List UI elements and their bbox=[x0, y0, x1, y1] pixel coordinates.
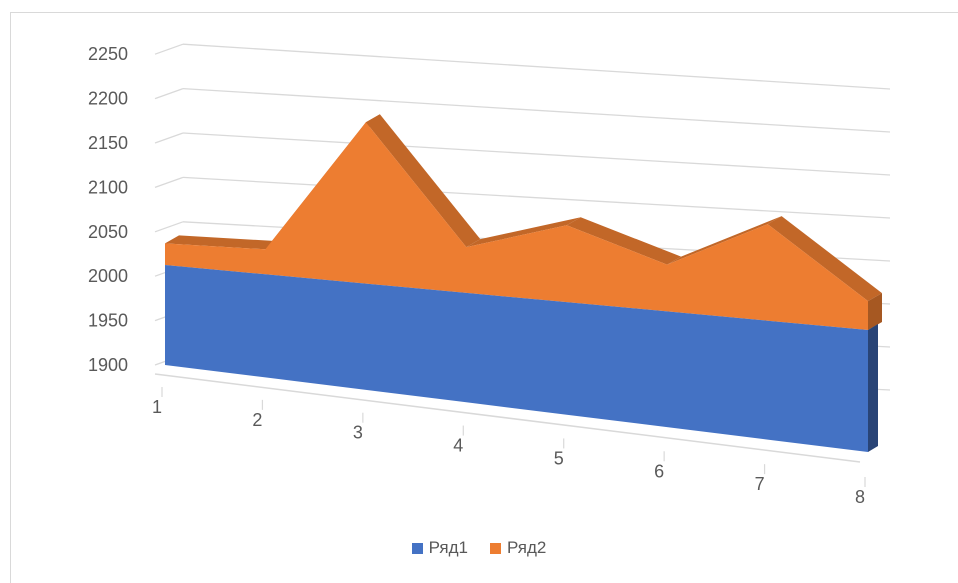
y-tick-label: 1950 bbox=[88, 311, 128, 331]
y-tick-label: 2150 bbox=[88, 133, 128, 153]
legend-item-series1[interactable]: Ряд1 bbox=[411, 538, 468, 558]
series2-area bbox=[165, 122, 868, 330]
x-axis-line bbox=[154, 373, 861, 463]
gridline-side bbox=[154, 176, 184, 189]
legend-swatch-series2 bbox=[490, 542, 501, 554]
gridline-side bbox=[154, 43, 184, 55]
series1-area bbox=[165, 265, 868, 452]
axes bbox=[154, 373, 866, 487]
series-layer bbox=[165, 114, 882, 452]
x-tick-label: 7 bbox=[755, 474, 765, 494]
gridline bbox=[182, 87, 891, 133]
y-tick-label: 2200 bbox=[88, 89, 128, 109]
x-tick-label: 3 bbox=[353, 423, 363, 443]
legend: Ряд1 Ряд2 bbox=[0, 538, 958, 558]
y-tick-label: 2050 bbox=[88, 222, 128, 242]
y-tick-label: 1900 bbox=[88, 355, 128, 375]
gridline bbox=[182, 132, 891, 176]
gridline-side bbox=[154, 87, 184, 100]
y-tick-label: 2100 bbox=[88, 177, 128, 197]
series2-ridge-face bbox=[566, 217, 682, 265]
gridline bbox=[182, 176, 891, 219]
series2-ridge-face bbox=[165, 235, 280, 250]
y-tick-label: 2250 bbox=[88, 44, 128, 64]
chart-frame bbox=[10, 12, 958, 583]
series2-side-face bbox=[868, 293, 882, 330]
y-tick-label: 2000 bbox=[88, 266, 128, 286]
gridline-side bbox=[154, 132, 184, 144]
legend-item-series2[interactable]: Ряд2 bbox=[490, 538, 546, 558]
x-tick-label: 6 bbox=[654, 461, 664, 481]
x-tick-label: 8 bbox=[855, 487, 865, 507]
gridline-side bbox=[154, 221, 184, 233]
series2-ridge-face bbox=[466, 217, 581, 248]
series2-ridge-face bbox=[767, 216, 882, 302]
x-tick-label: 4 bbox=[453, 436, 463, 456]
series2-ridge-face bbox=[667, 216, 782, 265]
legend-swatch-series1 bbox=[411, 542, 423, 554]
x-tick-label: 2 bbox=[252, 410, 262, 430]
series2-ridge-face bbox=[365, 114, 481, 248]
legend-label-series2: Ряд2 bbox=[507, 538, 547, 557]
series1-side-face bbox=[868, 324, 878, 452]
legend-label-series1: Ряд1 bbox=[428, 538, 468, 557]
tick-labels: 1900 1950 2000 2050 2100 2150 2200 2250 1 2 3 4 5 6 7 8 bbox=[88, 44, 865, 507]
x-tick-label: 1 bbox=[152, 397, 162, 417]
gridline bbox=[182, 43, 891, 90]
x-tick-label: 5 bbox=[554, 448, 564, 468]
